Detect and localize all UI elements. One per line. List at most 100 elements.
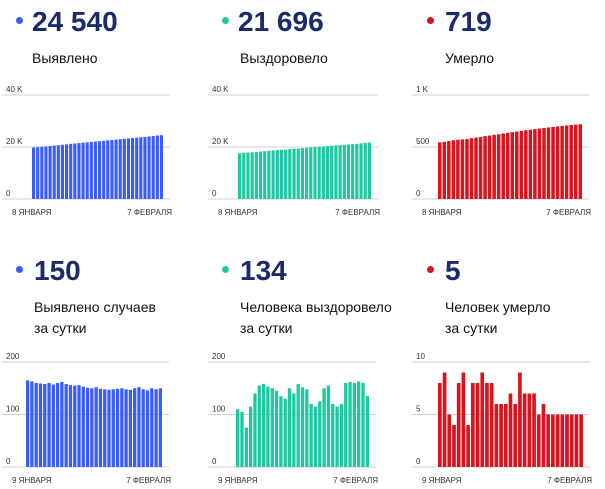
bar [573, 124, 578, 199]
bar [69, 143, 73, 199]
bar [267, 150, 271, 199]
y-tick-label: 1 K [416, 85, 429, 94]
x-start-label: 8 ЯНВАРЯ [12, 208, 52, 217]
bar [447, 414, 452, 467]
bar [460, 139, 465, 199]
bar [292, 148, 296, 199]
total-deaths-value: 719 [445, 6, 492, 37]
bar [542, 127, 546, 199]
bar [296, 384, 300, 467]
x-start-label: 9 ЯНВАРЯ [12, 476, 52, 485]
bar [305, 147, 309, 199]
bar [569, 414, 574, 467]
y-tick-label: 40 K [212, 85, 229, 94]
bar [313, 406, 318, 467]
chart-deaths: 0 500 1 K 8 ЯНВАРЯ 7 ФЕВРАЛЯ [412, 85, 591, 217]
bar [147, 136, 151, 199]
bar [85, 387, 90, 467]
bar [51, 384, 55, 467]
daily-detected-label-line2: за сутки [34, 320, 87, 336]
bar [546, 414, 551, 467]
bar [438, 142, 442, 199]
legend-dot [222, 17, 229, 24]
bar [313, 147, 317, 199]
daily-recovered-label-line1: Человека выздоровело [240, 299, 392, 315]
bar [118, 139, 122, 199]
bar [107, 389, 111, 467]
bar [578, 124, 582, 199]
legend-dot [427, 17, 434, 24]
bar [257, 385, 261, 468]
bar [287, 388, 292, 467]
bar [124, 389, 128, 467]
bar [40, 146, 44, 199]
bar [300, 387, 305, 467]
bar [145, 390, 150, 467]
bar [555, 126, 560, 199]
bar [322, 388, 326, 467]
bar [250, 152, 254, 199]
bar [309, 147, 313, 199]
bar [43, 384, 47, 467]
bar [159, 135, 164, 199]
x-start-label: 9 ЯНВАРЯ [422, 476, 462, 485]
bar [114, 139, 118, 199]
bar [551, 126, 555, 199]
bar [335, 406, 339, 467]
bar [254, 151, 258, 199]
x-start-label: 9 ЯНВАРЯ [218, 476, 258, 485]
chart-daily-deaths: 0 5 10 9 ЯНВАРЯ 7 ФЕВРАЛЯ [412, 352, 592, 485]
bar [359, 143, 363, 199]
bar [90, 388, 94, 467]
bar [478, 136, 483, 199]
bar [363, 142, 367, 199]
bar [305, 389, 309, 467]
bar [52, 145, 56, 199]
bar [73, 143, 77, 199]
bar [98, 141, 102, 199]
legend-dot [16, 17, 23, 24]
bar [522, 393, 527, 467]
bar [81, 386, 85, 467]
bar [137, 387, 141, 467]
bar [560, 414, 565, 467]
total-recovered-value: 21 696 [238, 6, 324, 37]
bar [357, 381, 361, 467]
bar [325, 146, 330, 199]
x-start-label: 8 ЯНВАРЯ [218, 208, 258, 217]
bar [26, 380, 30, 468]
bar [499, 404, 503, 467]
bar [68, 385, 73, 467]
bar [447, 141, 451, 199]
y-tick-label: 0 [6, 457, 11, 466]
bar [253, 393, 257, 467]
bar [155, 135, 159, 199]
bar [258, 151, 263, 199]
chart-daily-recovered: 0 100 200 9 ЯНВАРЯ 7 ФЕВРАЛЯ [208, 352, 378, 485]
bar [508, 393, 513, 467]
bar [365, 396, 369, 468]
bar [93, 141, 98, 199]
bar [470, 383, 475, 467]
bar [77, 143, 81, 199]
bar [555, 414, 560, 467]
bar [524, 130, 528, 199]
bar [64, 384, 68, 467]
x-end-label: 7 ФЕВРАЛЯ [547, 476, 592, 485]
bar [528, 129, 533, 199]
bar [342, 144, 346, 199]
legend-dot [16, 266, 23, 273]
y-tick-label: 100 [6, 405, 20, 414]
bar [279, 396, 283, 468]
bar [266, 386, 270, 467]
bar [131, 138, 135, 199]
bar [98, 388, 103, 467]
bar [489, 383, 494, 467]
bar [339, 404, 344, 467]
bar [47, 383, 51, 467]
x-end-label: 7 ФЕВРАЛЯ [126, 476, 171, 485]
bar [60, 144, 65, 199]
bar [65, 144, 69, 199]
bar [466, 425, 470, 467]
bar [346, 144, 351, 199]
